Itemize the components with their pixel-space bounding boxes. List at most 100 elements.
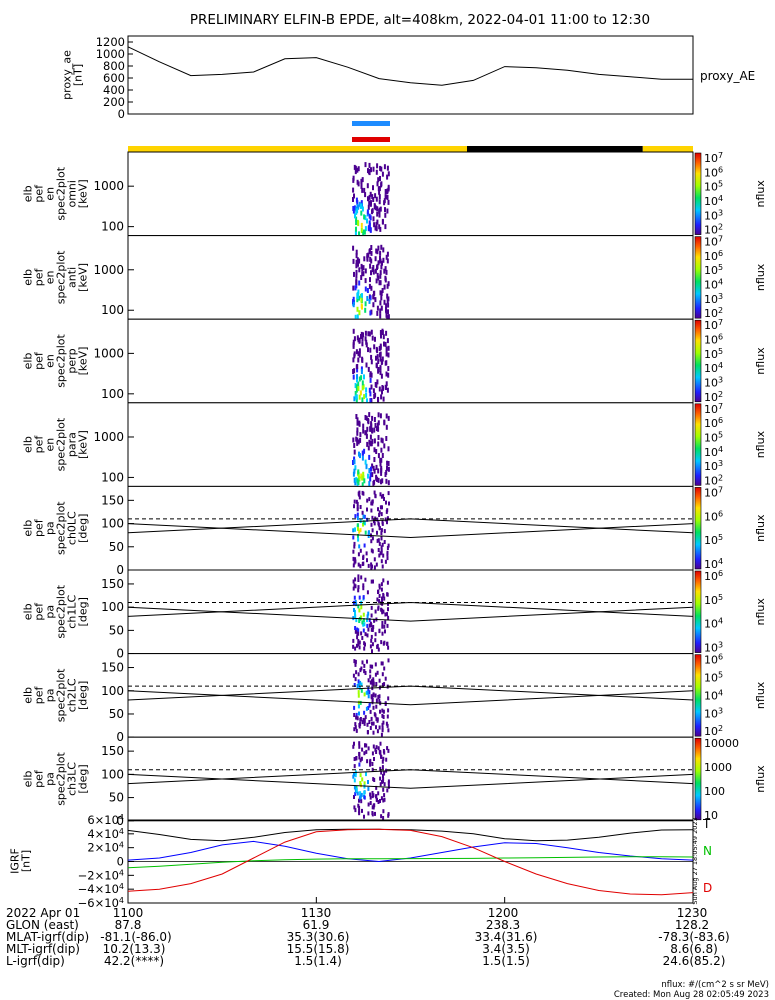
spectro-cell <box>382 816 385 820</box>
spectro-cell <box>355 715 358 720</box>
spectro-cell <box>367 366 370 372</box>
spectro-cell <box>374 392 377 398</box>
spectro-cell <box>374 422 377 428</box>
spectro-cell <box>387 491 390 496</box>
spectro-cell <box>369 391 372 397</box>
igrf-ytick-label: −2×104 <box>78 868 124 882</box>
spectro-cell <box>359 432 362 438</box>
eclipse-bar <box>467 146 643 152</box>
spectro-cell <box>353 504 355 509</box>
spectro-cell <box>362 423 365 429</box>
spectro-cell <box>373 447 376 453</box>
spectro-cell <box>376 181 379 187</box>
spectro-cell <box>375 355 377 361</box>
spectro-cell <box>356 516 359 521</box>
spectro-cell <box>373 803 376 808</box>
spectro-cell <box>365 743 368 748</box>
spectro-cell <box>368 439 371 445</box>
spectro-cell <box>380 607 383 612</box>
spectro-cell <box>386 746 389 751</box>
spectro-cell <box>364 671 367 675</box>
spectro-cell <box>387 446 390 452</box>
spectro-cell <box>376 477 379 482</box>
spectro-cell <box>359 700 362 705</box>
spectro-cell <box>357 628 360 633</box>
spectro-cell <box>386 195 389 200</box>
colorbar-tick-label: 105 <box>704 533 723 547</box>
spectro-cell <box>369 347 372 353</box>
spectro-cell <box>356 523 359 528</box>
spectro-cell <box>383 771 386 776</box>
spectro-cell <box>372 777 375 782</box>
spectro-cell <box>360 203 362 209</box>
spectro-cell <box>358 595 361 600</box>
spectro-cell <box>358 421 361 427</box>
spectro-cell <box>360 369 363 375</box>
colorbar-tick-label: 102 <box>704 223 723 237</box>
spectro-cell <box>371 697 374 702</box>
spectro-cell <box>371 463 374 469</box>
spectro-cell <box>387 615 390 620</box>
spectro-cell <box>358 724 361 729</box>
spectro-cell <box>362 583 365 588</box>
spectro-cell <box>383 268 386 274</box>
spectro-cell <box>366 296 369 301</box>
spectro-cell <box>376 305 379 311</box>
colorbar-label: nflux <box>754 598 767 626</box>
spectro-cell <box>377 186 380 192</box>
spectro-cell <box>369 669 372 674</box>
spectro-cell <box>362 612 365 617</box>
spectro-cell <box>379 300 382 306</box>
spectro-cell <box>354 659 357 664</box>
spectro-cell <box>381 171 384 177</box>
spectro-cell <box>371 805 374 810</box>
spectro-cell <box>378 212 381 218</box>
spectro-cell <box>357 690 360 695</box>
spectro-cell <box>357 526 359 531</box>
spectro-cell <box>360 334 362 339</box>
panel-ylabel-line: pef <box>33 435 46 454</box>
spectro-cell <box>353 608 355 612</box>
spectro-cell <box>387 415 390 421</box>
colorbar-tick-label: 103 <box>704 208 723 222</box>
spectro-cell <box>366 690 369 695</box>
spectro-cell <box>379 308 382 314</box>
spectro-cell <box>353 499 356 504</box>
spectro-cell <box>357 469 360 475</box>
pa-ytick-label: 0 <box>116 730 124 744</box>
spectro-cell <box>370 384 373 390</box>
ephemeris-row-l: L-igrf(dip) 42.2(****) 1.5(1.4) 1.5(1.5)… <box>6 954 726 968</box>
spectro-cell <box>365 392 368 398</box>
spectro-cell <box>376 211 379 217</box>
spectro-cell <box>370 245 373 250</box>
spectro-cell <box>367 706 370 710</box>
igrf-ylabel: IGRF[nT] <box>9 848 33 874</box>
spectro-cell <box>367 419 370 425</box>
spectro-cell <box>357 604 360 609</box>
proxy-ytick-label: 1000 <box>96 47 125 61</box>
spectro-cell <box>384 224 387 230</box>
spectro-cell <box>366 590 369 595</box>
spectro-cell <box>358 544 361 549</box>
igrf-ytick-label: 0 <box>117 855 124 869</box>
spectro-cell <box>364 268 367 274</box>
spectro-cell <box>376 538 379 543</box>
energy-ytick-label: 1000 <box>93 179 124 193</box>
panel-ylabel-line: elb <box>22 520 35 537</box>
spectro-cell <box>377 359 380 364</box>
colorbar <box>694 152 702 235</box>
proxy-frame <box>127 35 694 115</box>
spectro-cell <box>368 298 371 304</box>
spectro-cell <box>366 633 369 638</box>
colorbar-tick-label: 107 <box>704 151 723 165</box>
spectro-cell <box>361 777 364 782</box>
spectro-cell <box>374 225 377 231</box>
spectro-cell <box>384 194 387 200</box>
spectro-cell <box>385 500 387 505</box>
spectro-cell <box>363 710 366 715</box>
panel-ylabel-line: elb <box>22 353 35 370</box>
spectro-cell <box>364 336 367 342</box>
spectro-cell <box>382 257 385 263</box>
spectro-cell <box>380 548 383 553</box>
